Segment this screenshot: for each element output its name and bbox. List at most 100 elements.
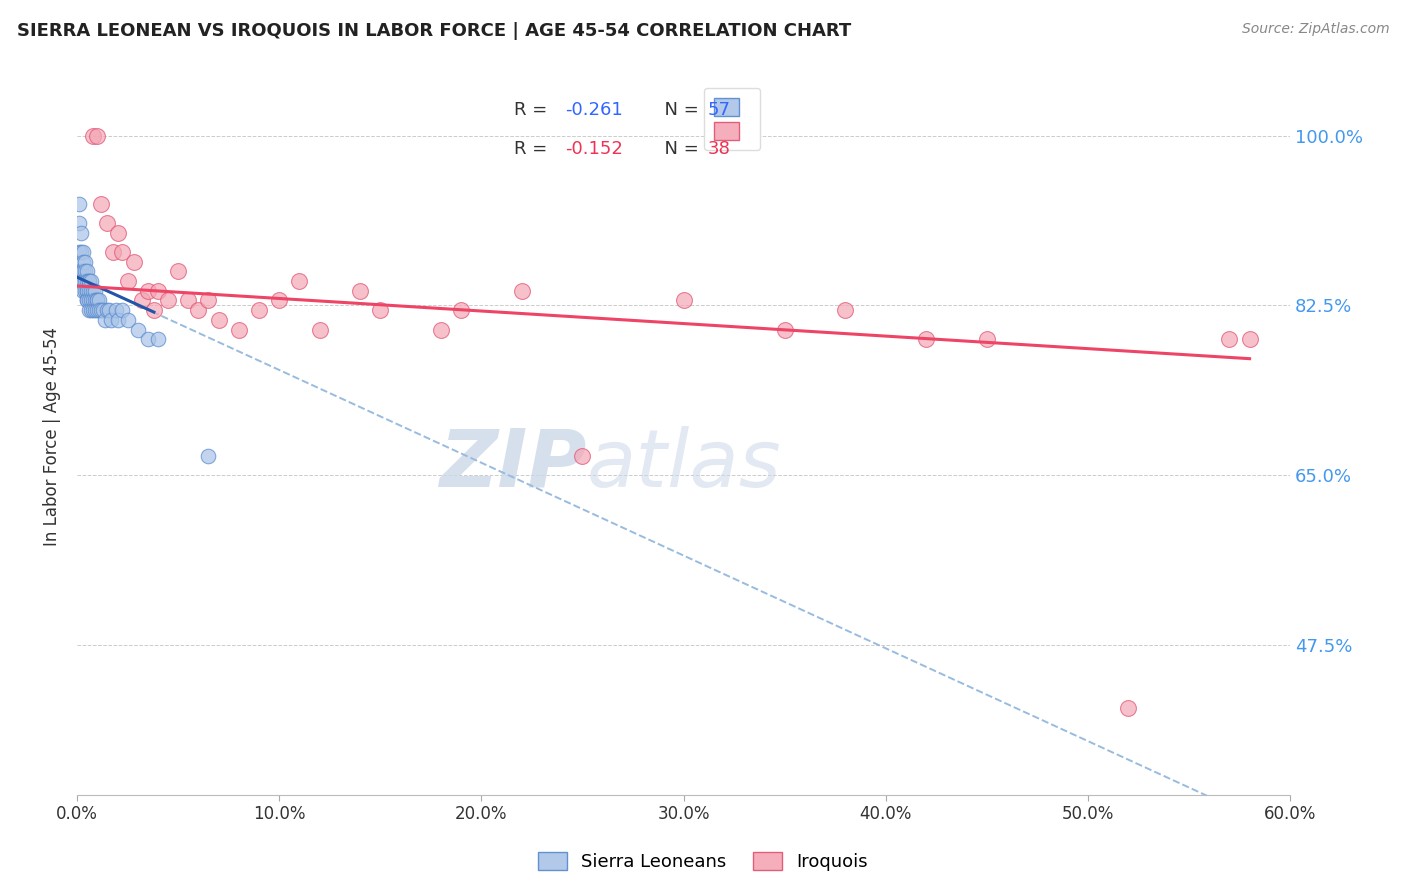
Point [77,274,100,288]
Point [136,284,159,298]
Point [773,322,796,336]
Point [75,274,97,288]
Point [197,449,219,463]
Point [131,293,153,308]
Point [72,245,94,260]
Point [82,284,104,298]
Point [197,293,219,308]
Point [127,322,149,336]
Point [76,293,98,308]
Point [110,303,132,318]
Point [82,303,104,318]
Point [834,303,856,318]
Point [450,303,472,318]
Point [146,332,169,346]
Point [247,303,270,318]
Text: -0.261: -0.261 [565,101,623,119]
Point [167,264,190,278]
Text: SIERRA LEONEAN VS IROQUOIS IN LABOR FORCE | AGE 45-54 CORRELATION CHART: SIERRA LEONEAN VS IROQUOIS IN LABOR FORC… [17,22,851,40]
Point [915,332,938,346]
Point [86,303,108,318]
Point [77,274,100,288]
Point [76,284,98,298]
Point [76,284,98,298]
Point [77,284,100,298]
Point [1239,332,1261,346]
Point [70,264,93,278]
Point [136,332,159,346]
Point [70,226,93,240]
Point [207,313,229,327]
Point [84,303,107,318]
Point [72,254,94,268]
Point [269,293,291,308]
Point [70,245,93,260]
Point [94,313,117,327]
Legend: , : , [704,88,759,150]
Point [77,303,100,318]
Point [90,303,112,318]
Point [72,274,94,288]
Point [976,332,998,346]
Point [84,284,107,298]
Point [228,322,250,336]
Point [100,313,122,327]
Point [146,284,169,298]
Text: 38: 38 [707,140,731,158]
Point [77,293,100,308]
Y-axis label: In Labor Force | Age 45-54: In Labor Force | Age 45-54 [44,326,60,546]
Point [177,293,200,308]
Point [86,293,108,308]
Point [96,303,118,318]
Point [80,284,103,298]
Point [93,303,115,318]
Point [107,313,129,327]
Point [75,254,97,268]
Text: ZIP: ZIP [439,426,586,504]
Text: R =: R = [513,101,553,119]
Point [86,293,108,308]
Text: atlas: atlas [586,426,782,504]
Point [90,196,112,211]
Text: 57: 57 [707,101,731,119]
Point [110,245,132,260]
Text: R =: R = [513,140,553,158]
Text: N =: N = [654,140,704,158]
Point [349,284,371,298]
Point [142,303,165,318]
Text: Source: ZipAtlas.com: Source: ZipAtlas.com [1241,22,1389,37]
Point [67,196,90,211]
Point [1116,700,1139,714]
Point [107,226,129,240]
Point [288,274,311,288]
Point [67,245,90,260]
Point [76,293,98,308]
Point [70,274,93,288]
Point [308,322,330,336]
Point [672,293,695,308]
Point [76,264,98,278]
Point [103,245,125,260]
Point [72,264,94,278]
Point [571,449,593,463]
Point [157,293,180,308]
Point [80,293,103,308]
Point [80,274,103,288]
Point [510,284,533,298]
Point [75,264,97,278]
Point [430,322,453,336]
Point [67,264,90,278]
Point [86,128,108,143]
Point [75,284,97,298]
Point [80,303,103,318]
Legend: Sierra Leoneans, Iroquois: Sierra Leoneans, Iroquois [530,845,876,879]
Point [187,303,209,318]
Text: -0.152: -0.152 [565,140,623,158]
Point [370,303,392,318]
Point [98,303,121,318]
Point [122,254,145,268]
Point [82,128,104,143]
Point [76,274,98,288]
Point [96,216,118,230]
Point [89,293,111,308]
